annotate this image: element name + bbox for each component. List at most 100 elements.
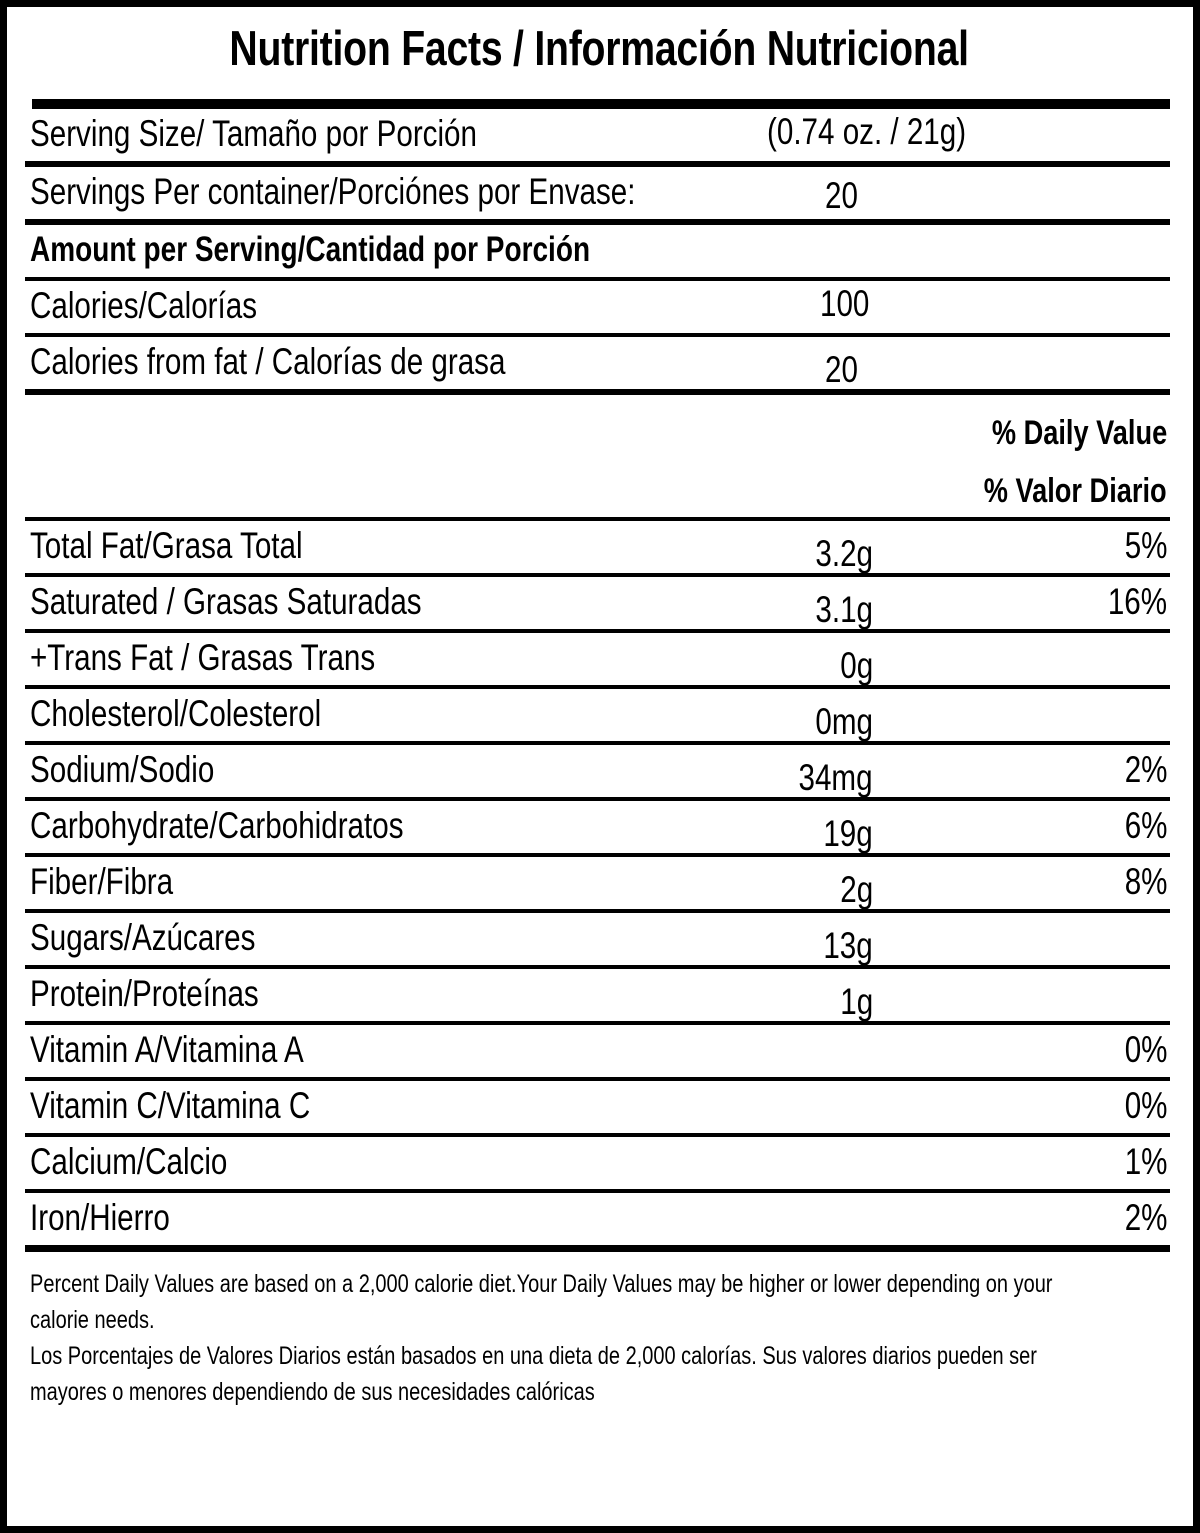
- serving-size-divider: [25, 161, 1170, 167]
- nutrient-value: 3.2g: [801, 531, 873, 577]
- calories-from-fat-row: Calories from fat / Calorías de grasa 20: [25, 337, 1173, 390]
- nutrient-row-divider: [25, 1189, 1170, 1193]
- nutrient-label-text: Total Fat/Grasa Total: [30, 525, 303, 566]
- daily-value-header-divider: [25, 517, 1170, 521]
- nutrient-label-text: +Trans Fat / Grasas Trans: [30, 637, 376, 678]
- nutrient-label: Vitamin A/Vitamina A: [30, 1027, 372, 1073]
- nutrient-rows: Total Fat/Grasa Total 3.2g 5% Saturated / G…: [25, 521, 1173, 1245]
- nutrient-label-text: Protein/Proteínas: [30, 973, 259, 1014]
- calories-from-fat-value: 20: [825, 349, 858, 390]
- nutrient-label: Total Fat/Grasa Total: [30, 523, 371, 569]
- nutrient-label: Sodium/Sodio: [30, 747, 260, 793]
- nutrient-daily-value-percent-text: 2%: [1124, 1197, 1167, 1238]
- table-row: +Trans Fat / Grasas Trans 0g: [25, 633, 1173, 686]
- nutrient-row-divider: [25, 629, 1170, 633]
- nutrient-label: +Trans Fat / Grasas Trans: [30, 635, 461, 681]
- nutrient-label: Vitamin C/Vitamina C: [30, 1083, 380, 1129]
- nutrient-row-divider: [25, 853, 1170, 857]
- nutrient-value-text: 0g: [840, 645, 873, 686]
- label-inner: Nutrition Facts / Información Nutriciona…: [25, 7, 1173, 1526]
- footnote-divider: [25, 1245, 1170, 1252]
- nutrient-label-text: Vitamin C/Vitamina C: [30, 1085, 311, 1126]
- nutrient-daily-value-percent: 0%: [1114, 1027, 1167, 1073]
- footnote: Percent Daily Values are based on a 2,00…: [25, 1252, 1173, 1410]
- table-row: Carbohydrate/Carbohidratos 19g 6%: [25, 801, 1173, 854]
- nutrient-label-text: Sugars/Azúcares: [30, 917, 256, 958]
- amount-per-serving-row: Amount per Serving/Cantidad por Porción: [25, 225, 1173, 277]
- table-row: Protein/Proteínas 1g: [25, 969, 1173, 1022]
- nutrient-value-text: 19g: [823, 813, 873, 854]
- nutrient-value: 3.1g: [801, 587, 873, 633]
- nutrient-value-text: 3.1g: [815, 589, 873, 630]
- serving-size-row: Serving Size/ Tamaño por Porción (0.74 o…: [25, 109, 1173, 161]
- footnote-paragraph-english: Percent Daily Values are based on a 2,00…: [30, 1266, 1168, 1338]
- nutrient-row-divider: [25, 909, 1170, 913]
- nutrient-daily-value-percent-text: 6%: [1124, 805, 1167, 846]
- nutrient-daily-value-percent: 16%: [1093, 579, 1167, 625]
- nutrient-daily-value-percent: 5%: [1114, 523, 1167, 569]
- nutrient-daily-value-percent-text: 5%: [1124, 525, 1167, 566]
- nutrient-daily-value-percent: 2%: [1114, 1195, 1167, 1241]
- servings-per-container-row: Servings Per container/Porciónes por Env…: [25, 167, 1173, 219]
- nutrient-label-text: Cholesterol/Colesterol: [30, 693, 322, 734]
- nutrient-value-text: 0mg: [815, 701, 873, 742]
- table-row: Sodium/Sodio 34mg 2%: [25, 745, 1173, 798]
- nutrient-daily-value-percent-text: 0%: [1124, 1029, 1167, 1070]
- calories-from-fat-divider: [25, 389, 1170, 395]
- nutrient-label-text: Carbohydrate/Carbohidratos: [30, 805, 404, 846]
- calories-value: 100: [820, 283, 870, 324]
- footnote-line-1: Percent Daily Values are based on a 2,00…: [30, 1270, 1053, 1298]
- nutrient-row-divider: [25, 685, 1170, 689]
- nutrient-row-divider: [25, 797, 1170, 801]
- nutrient-label-text: Fiber/Fibra: [30, 861, 174, 902]
- nutrient-daily-value-percent-text: 16%: [1107, 581, 1167, 622]
- nutrient-daily-value-percent: 8%: [1114, 859, 1167, 905]
- nutrient-row-divider: [25, 1021, 1170, 1025]
- table-row: Sugars/Azúcares 13g: [25, 913, 1173, 966]
- daily-value-header-block: % Daily Value % Valor Diario: [25, 395, 1173, 517]
- nutrient-label-text: Sodium/Sodio: [30, 749, 215, 790]
- nutrient-row-divider: [25, 741, 1170, 745]
- nutrient-daily-value-percent: 6%: [1114, 803, 1167, 849]
- servings-per-container-divider: [25, 219, 1170, 225]
- nutrient-value-text: 3.2g: [815, 533, 873, 574]
- serving-size-value: (0.74 oz. / 21g): [767, 111, 967, 152]
- table-row: Vitamin A/Vitamina A 0%: [25, 1025, 1173, 1077]
- table-row: Fiber/Fibra 2g 8%: [25, 857, 1173, 910]
- nutrient-daily-value-percent-text: 2%: [1124, 749, 1167, 790]
- footnote-line-3: Los Porcentajes de Valores Diarios están…: [30, 1342, 1037, 1370]
- daily-value-header-english: % Daily Value: [991, 414, 1167, 452]
- nutrient-row-divider: [25, 1077, 1170, 1081]
- nutrient-daily-value-percent: 2%: [1114, 747, 1167, 793]
- nutrient-label: Iron/Hierro: [30, 1195, 205, 1241]
- nutrient-daily-value-percent: 1%: [1114, 1139, 1167, 1185]
- nutrient-value-text: 34mg: [798, 757, 873, 798]
- table-row: Iron/Hierro 2%: [25, 1193, 1173, 1245]
- nutrient-row-divider: [25, 1133, 1170, 1137]
- nutrient-row-divider: [25, 573, 1170, 577]
- nutrient-value-text: 13g: [823, 925, 873, 966]
- nutrient-value: 2g: [832, 867, 873, 913]
- daily-value-header-spanish: % Valor Diario: [984, 472, 1167, 510]
- table-row: Cholesterol/Colesterol 0mg: [25, 689, 1173, 742]
- title-divider: [32, 99, 1170, 109]
- nutrient-label: Calcium/Calcio: [30, 1139, 277, 1185]
- nutrient-label: Sugars/Azúcares: [30, 915, 312, 961]
- nutrient-value: 34mg: [780, 755, 873, 801]
- calories-from-fat-label: Calories from fat / Calorías de grasa: [30, 341, 506, 382]
- nutrient-daily-value-percent-text: 0%: [1124, 1085, 1167, 1126]
- nutrient-value: 0mg: [801, 699, 873, 745]
- amount-per-serving-divider: [25, 277, 1170, 281]
- serving-size-label: Serving Size/ Tamaño por Porción: [30, 113, 477, 154]
- table-row: Total Fat/Grasa Total 3.2g 5%: [25, 521, 1173, 574]
- table-row: Saturated / Grasas Saturadas 3.1g 16%: [25, 577, 1173, 630]
- nutrient-row-divider: [25, 965, 1170, 969]
- nutrient-label: Fiber/Fibra: [30, 859, 209, 905]
- nutrient-value: 19g: [811, 811, 873, 857]
- nutrient-label: Cholesterol/Colesterol: [30, 691, 394, 737]
- page-title: Nutrition Facts / Información Nutriciona…: [25, 21, 1173, 77]
- calories-divider: [25, 333, 1170, 337]
- footnote-line-2: calorie needs.: [30, 1306, 155, 1334]
- nutrient-label-text: Calcium/Calcio: [30, 1141, 228, 1182]
- nutrient-label-text: Iron/Hierro: [30, 1197, 170, 1238]
